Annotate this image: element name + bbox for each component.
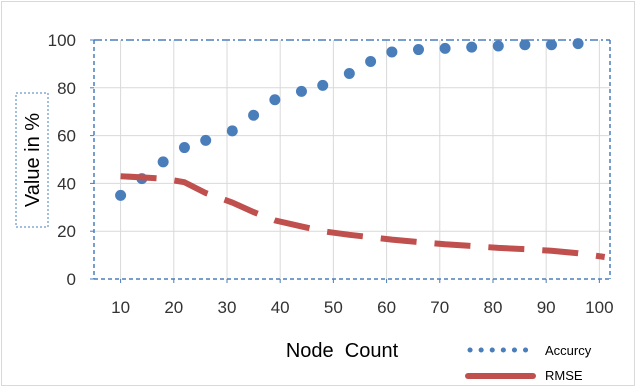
accurcy-point (317, 79, 329, 91)
y-tick-label: 0 (67, 270, 76, 289)
accurcy-point (386, 46, 398, 58)
accurcy-point (343, 67, 355, 79)
accurcy-point (200, 134, 212, 146)
x-tick-label: 30 (218, 298, 237, 317)
series-accurcy (115, 38, 584, 201)
x-tick-label: 50 (324, 298, 343, 317)
legend: Accurcy RMSE (465, 343, 592, 383)
accurcy-point (115, 189, 127, 201)
accurcy-point (157, 156, 169, 168)
accurcy-point (269, 94, 281, 106)
x-tick-label: 10 (111, 298, 130, 317)
x-tick-label: 90 (537, 298, 556, 317)
y-axis-title: Value in % (22, 113, 44, 207)
accurcy-point (365, 56, 377, 68)
x-tick-label: 20 (164, 298, 183, 317)
accurcy-point (226, 125, 238, 137)
accurcy-point (439, 42, 451, 54)
accurcy-point (412, 44, 424, 56)
accurcy-point (295, 85, 307, 97)
x-axis-title: Node Count (286, 340, 399, 362)
x-tick-label: 100 (585, 298, 613, 317)
accurcy-point (466, 41, 478, 53)
legend-accurcy-label: Accurcy (545, 343, 592, 358)
y-tick-label: 100 (48, 31, 76, 50)
accurcy-point (248, 109, 260, 121)
y-tick-label: 20 (57, 222, 76, 241)
x-tick-labels: 10 20 30 40 50 60 70 80 90 100 (111, 298, 613, 317)
accurcy-point (572, 38, 584, 50)
x-tick-label: 60 (377, 298, 396, 317)
y-tick-label: 60 (57, 127, 76, 146)
x-tick-label: 40 (271, 298, 290, 317)
accurcy-point (492, 40, 504, 52)
x-tick-label: 80 (484, 298, 503, 317)
legend-rmse-label: RMSE (545, 368, 583, 383)
y-tick-labels: 0 20 40 60 80 100 (48, 31, 76, 289)
y-tick-label: 40 (57, 174, 76, 193)
series-rmse-line (120, 173, 606, 260)
accurcy-point (545, 39, 557, 51)
y-tick-label: 80 (57, 79, 76, 98)
x-tick-label: 70 (430, 298, 449, 317)
accurcy-point (519, 39, 531, 51)
axes (90, 39, 611, 283)
y-axis-title-box (15, 92, 49, 228)
accurcy-point (178, 142, 190, 154)
